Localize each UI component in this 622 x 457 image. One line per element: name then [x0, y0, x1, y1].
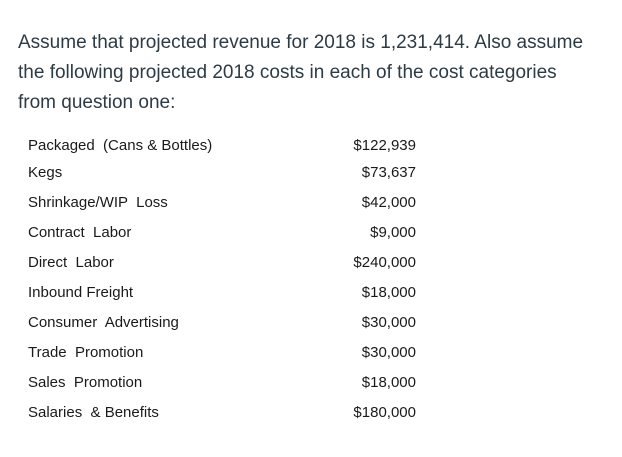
cost-table: Packaged (Cans & Bottles) $122,939 Kegs … [28, 135, 418, 430]
cost-amount: $122,939 [353, 137, 416, 154]
cost-amount: $9,000 [370, 224, 416, 241]
cost-row: Inbound Freight $18,000 [28, 280, 418, 310]
question-line-2: the following projected 2018 costs in ea… [18, 62, 557, 83]
cost-row: Salaries & Benefits $180,000 [28, 400, 418, 430]
cost-amount: $42,000 [361, 194, 416, 211]
cost-label: Inbound Freight [28, 284, 134, 301]
cost-label: Shrinkage/WIP Loss [28, 194, 168, 211]
cost-amount: $30,000 [361, 344, 416, 361]
cost-label: Direct Labor [28, 254, 114, 271]
cost-row: Contract Labor $9,000 [28, 220, 418, 250]
cost-row: Shrinkage/WIP Loss $42,000 [28, 190, 418, 220]
cost-amount: $73,637 [361, 164, 416, 181]
cost-amount: $18,000 [361, 284, 416, 301]
cost-amount: $180,000 [353, 404, 416, 421]
cost-row: Direct Labor $240,000 [28, 250, 418, 280]
cost-row: Trade Promotion $30,000 [28, 340, 418, 370]
cost-amount: $30,000 [361, 314, 416, 331]
cost-amount: $240,000 [353, 254, 416, 271]
question-line-1: Assume that projected revenue for 2018 i… [18, 32, 584, 53]
cost-label: Consumer Advertising [28, 314, 179, 331]
cost-row: Consumer Advertising $30,000 [28, 310, 418, 340]
cost-row: Packaged (Cans & Bottles) $122,939 [28, 135, 418, 160]
question-text: Assume that projected revenue for 2018 i… [18, 28, 614, 118]
cost-row: Sales Promotion $18,000 [28, 370, 418, 400]
cost-row: Kegs $73,637 [28, 160, 418, 190]
cost-label: Kegs [28, 164, 63, 181]
cost-amount: $18,000 [361, 374, 416, 391]
cost-label: Sales Promotion [28, 374, 143, 391]
cost-label: Packaged (Cans & Bottles) [28, 137, 213, 154]
cost-label: Contract Labor [28, 224, 132, 241]
question-line-3: from question one: [18, 92, 176, 113]
cost-label: Salaries & Benefits [28, 404, 159, 421]
cost-label: Trade Promotion [28, 344, 144, 361]
